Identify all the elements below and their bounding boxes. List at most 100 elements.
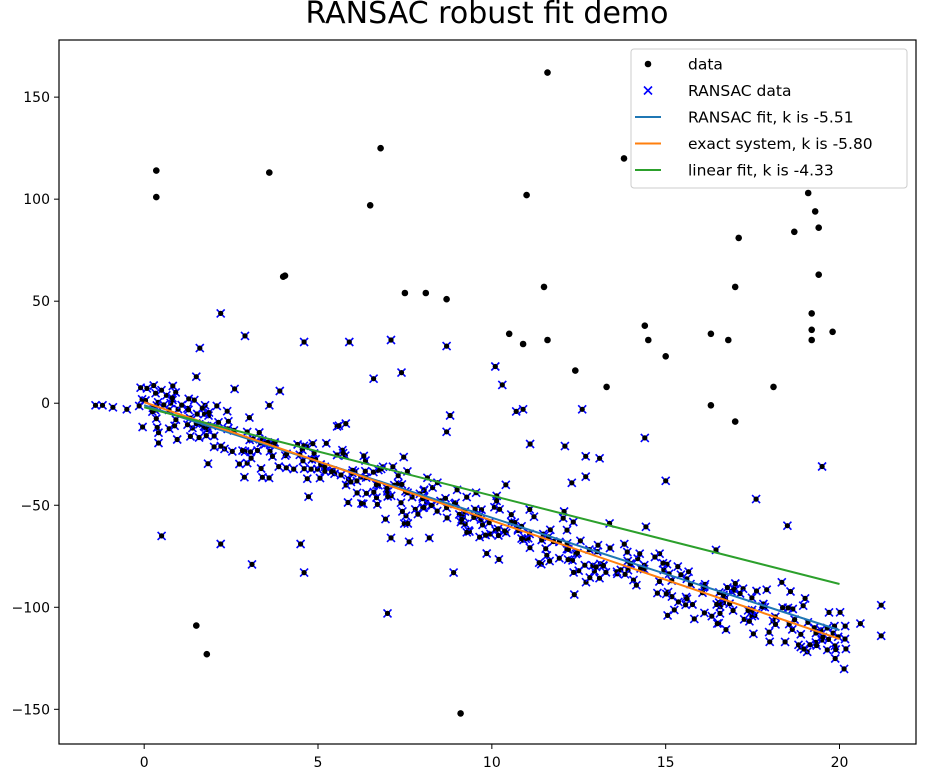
ransac-data-point (764, 636, 775, 647)
ransac-data-point (680, 599, 691, 610)
ransac-data-point (584, 572, 595, 583)
ransac-data-point (234, 459, 245, 469)
ransac-data-point (352, 476, 362, 486)
ransac-data-point (497, 380, 508, 390)
ransac-data-point (215, 539, 226, 549)
ransac-data-point (605, 543, 615, 553)
ransac-data-point (461, 492, 472, 502)
ransac-data-point (780, 637, 790, 647)
ransac-data-point (239, 472, 250, 483)
ransac-data-point (295, 539, 306, 549)
linear-fit-line (143, 406, 840, 585)
ransac-fit-line (143, 404, 840, 632)
ransac-data-point (525, 439, 535, 449)
ransac-data-point (441, 426, 452, 437)
ransac-data-point (386, 335, 396, 345)
ransac-data-point (652, 588, 663, 598)
ransac-data-point (229, 384, 240, 394)
ransac-data-point (474, 532, 485, 542)
ransac-data-point (683, 566, 694, 577)
ransac-data-point (227, 446, 238, 457)
ransac-data-point (673, 597, 684, 607)
ransac-data-point (172, 434, 182, 445)
ransac-data-point (448, 567, 459, 578)
y-tick-label: 50 (32, 294, 50, 310)
ransac-data-point (185, 431, 196, 442)
ransac-data-point (751, 494, 761, 504)
data-point (641, 322, 649, 330)
y-tick-label: −150 (12, 702, 50, 718)
data-point (540, 283, 548, 291)
ransac-data-point (575, 535, 586, 546)
ransac-data-point (299, 463, 310, 474)
ransac-data-point (506, 509, 517, 520)
ransac-data-point (622, 547, 633, 557)
ransac-data-point (361, 488, 372, 499)
ransac-data-point (281, 462, 292, 473)
data-point (791, 228, 798, 236)
ransac-data-point (137, 422, 148, 432)
y-tick-label: 100 (23, 192, 50, 208)
ransac-data-point (445, 410, 455, 421)
data-point (662, 353, 669, 360)
ransac-data-point (189, 395, 200, 405)
ransac-data-point (223, 416, 234, 427)
ransac-data-point (798, 600, 809, 611)
data-point (808, 310, 815, 317)
legend-label: data (688, 56, 723, 74)
ransac-data-point (481, 548, 492, 559)
ransac-data-point (511, 406, 522, 417)
ransac-data-point (315, 473, 325, 483)
ransac-data-point (580, 471, 591, 482)
ransac-data-point (302, 473, 313, 484)
data-point (731, 418, 739, 425)
ransac-data-point (795, 629, 806, 640)
ransac-data-point (398, 452, 409, 462)
data-point (366, 202, 374, 209)
ransac-data-point (344, 337, 355, 347)
ransac-data-point (90, 400, 101, 411)
ransac-data-point (216, 441, 226, 451)
ransac-data-point (594, 573, 605, 584)
ransac-data-point (721, 624, 731, 635)
ransac-data-point (441, 341, 452, 351)
ransac-data-point (380, 514, 391, 524)
ransac-data-point (122, 404, 132, 415)
ransac-data-point (619, 539, 630, 549)
ransac-data-point (554, 553, 565, 564)
ransac-data-point (299, 567, 309, 578)
ransac-data-point (386, 533, 396, 543)
data-point (811, 208, 819, 215)
data-point (266, 169, 273, 176)
fit-lines (143, 401, 840, 640)
data-point (770, 383, 777, 391)
y-tick-label: −50 (20, 498, 50, 514)
dot-marker-icon (644, 60, 652, 68)
ransac-data-point (151, 413, 162, 424)
ransac-data-point (764, 627, 774, 637)
ransac-data-point (835, 607, 845, 618)
data-point (620, 155, 628, 162)
data-point (707, 402, 715, 409)
ransac-data-point (368, 373, 379, 384)
ransac-data-point (840, 621, 851, 631)
data-point (808, 336, 815, 344)
data-point (645, 336, 652, 344)
x-tick-label: 20 (831, 755, 849, 771)
ransac-data-point (274, 386, 285, 396)
ransac-data-point (689, 614, 700, 624)
ransac-data-point (288, 464, 299, 474)
ransac-data-point (518, 404, 528, 415)
ransac-data-point (191, 371, 202, 382)
ransac-data-point (424, 533, 435, 543)
ransac-data-point (222, 406, 232, 417)
x-tick-label: 10 (483, 755, 501, 771)
ransac-data-point (662, 610, 673, 621)
data-point (725, 336, 732, 344)
data-point (519, 340, 527, 348)
ransac-data-point (566, 477, 577, 488)
axes-frame (58, 39, 917, 745)
ransac-data-point (620, 569, 630, 580)
y-tick-label: 0 (41, 396, 50, 412)
